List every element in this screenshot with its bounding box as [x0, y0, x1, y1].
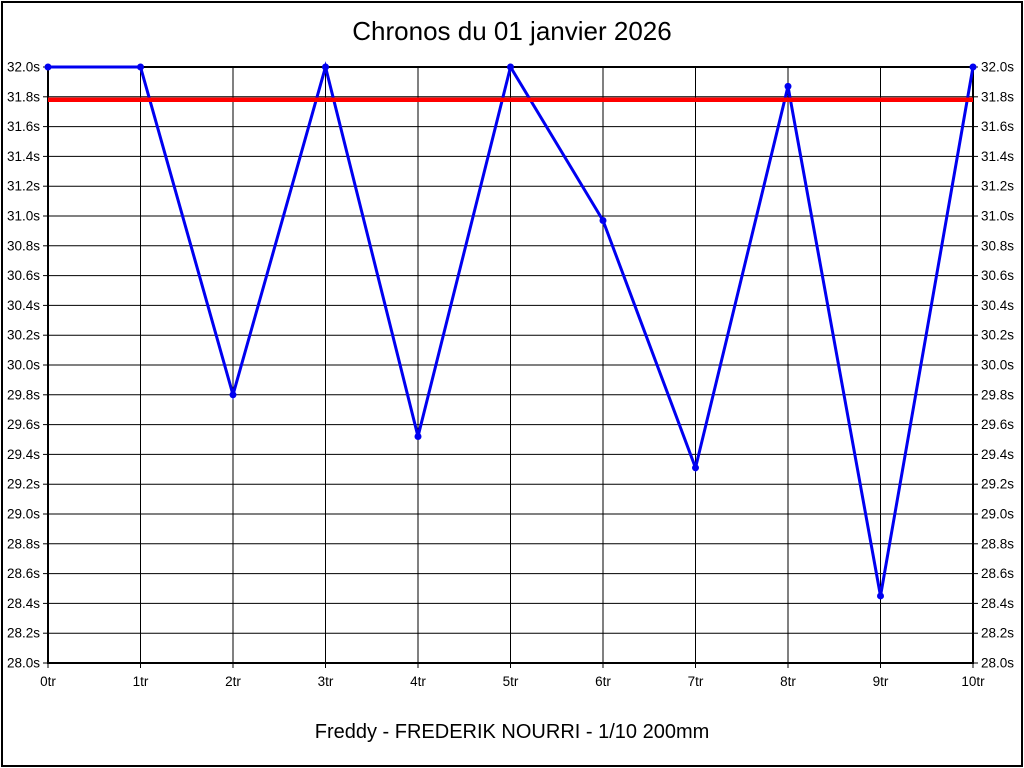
x-tick-label: 8tr: [780, 674, 796, 689]
y-tick-label: 29.0s: [981, 507, 1014, 522]
y-tick-label: 31.8s: [981, 89, 1014, 104]
x-tick-label: 9tr: [873, 674, 889, 689]
y-tick-label: 28.8s: [981, 536, 1014, 551]
gridlines: [47, 66, 974, 664]
y-tick-label: 31.6s: [7, 119, 40, 134]
y-tick-label: 30.6s: [981, 268, 1014, 283]
y-tick-label: 31.8s: [7, 89, 40, 104]
y-tick-label: 28.0s: [7, 656, 40, 671]
data-point: [599, 216, 607, 224]
x-tick-label: 0tr: [40, 674, 56, 689]
y-tick-label: 31.4s: [7, 149, 40, 164]
y-tick-label: 30.8s: [7, 238, 40, 253]
y-tick-label: 28.8s: [7, 536, 40, 551]
data-point: [784, 82, 792, 90]
chart-title: Chronos du 01 janvier 2026: [352, 16, 672, 46]
y-tick-label: 28.6s: [7, 566, 40, 581]
x-tick-label: 7tr: [688, 674, 704, 689]
data-point: [137, 63, 144, 71]
x-tick-label: 5tr: [503, 674, 519, 689]
data-point: [414, 433, 422, 441]
data-point: [507, 63, 514, 71]
y-tick-label: 31.0s: [981, 209, 1014, 224]
y-tick-label: 31.0s: [7, 209, 40, 224]
y-tick-label: 28.4s: [981, 596, 1014, 611]
y-tick-label: 29.6s: [7, 417, 40, 432]
data-point: [322, 63, 329, 71]
x-tick-label: 10tr: [961, 674, 985, 689]
y-tick-label: 29.4s: [981, 447, 1014, 462]
x-tick-label: 1tr: [133, 674, 149, 689]
y-tick-label: 28.2s: [981, 626, 1014, 641]
y-tick-label: 28.0s: [981, 656, 1014, 671]
y-tick-label: 29.2s: [7, 477, 40, 492]
y-tick-label: 32.0s: [7, 60, 40, 75]
x-tick-label: 2tr: [225, 674, 241, 689]
y-tick-label: 29.6s: [981, 417, 1014, 432]
x-tick-label: 3tr: [318, 674, 334, 689]
data-point: [969, 63, 977, 71]
y-tick-label: 30.2s: [981, 328, 1014, 343]
y-tick-label: 32.0s: [981, 60, 1014, 75]
y-tick-label: 31.4s: [981, 149, 1014, 164]
y-tick-label: 28.6s: [981, 566, 1014, 581]
y-axis-labels-left: 32.0s 31.8s 31.6s 31.4s 31.2s 31.0s 30.8s 30.6s…: [7, 60, 40, 671]
x-tick-label: 6tr: [595, 674, 611, 689]
y-tick-label: 30.4s: [7, 298, 40, 313]
y-tick-label: 29.4s: [7, 447, 40, 462]
y-tick-label: 30.0s: [981, 358, 1014, 373]
y-tick-label: 29.2s: [981, 477, 1014, 492]
y-tick-label: 30.6s: [7, 268, 40, 283]
y-tick-label: 30.8s: [981, 238, 1014, 253]
data-point: [229, 391, 237, 399]
y-tick-label: 28.4s: [7, 596, 40, 611]
data-point: [877, 592, 884, 600]
y-tick-label: 31.2s: [7, 179, 40, 194]
chart-footer-caption: Freddy - FREDERIK NOURRI - 1/10 200mm: [314, 721, 710, 743]
y-tick-label: 31.6s: [981, 119, 1014, 134]
y-tick-label: 29.8s: [981, 387, 1014, 402]
y-tick-label: 28.2s: [7, 626, 40, 641]
y-tick-label: 31.2s: [981, 179, 1014, 194]
data-point: [692, 464, 699, 472]
y-axis-labels-right: 32.0s 31.8s 31.6s 31.4s 31.2s 31.0s 30.8s 30.6s…: [981, 60, 1014, 671]
y-tick-label: 30.2s: [7, 328, 40, 343]
data-point: [44, 63, 52, 71]
y-tick-label: 30.0s: [7, 358, 40, 373]
y-tick-label: 29.8s: [7, 387, 40, 402]
x-axis-labels: 0tr 1tr 2tr 3tr 4tr 5tr 6tr 7tr 8tr 9tr 10tr: [40, 674, 985, 689]
x-tick-label: 4tr: [410, 674, 426, 689]
y-tick-label: 30.4s: [981, 298, 1014, 313]
data-points: [44, 63, 977, 600]
y-tick-label: 29.0s: [7, 507, 40, 522]
